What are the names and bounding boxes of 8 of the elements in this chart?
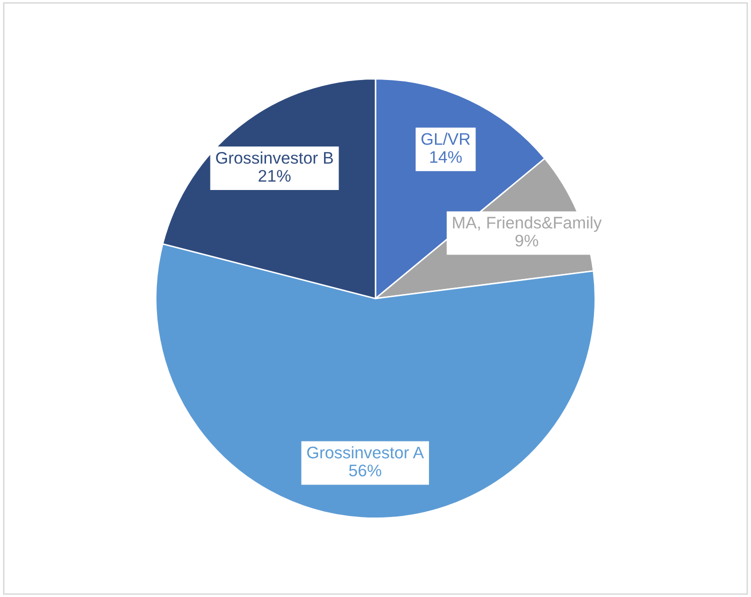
slice-label: MA, Friends&Family [453, 216, 602, 232]
data-label: 14% [430, 151, 462, 163]
data-label: 56% [349, 464, 382, 476]
slice-label: Grossinvestor A [307, 446, 424, 458]
data-label: 9% [515, 234, 538, 247]
slice-label: GL/VR [421, 132, 470, 145]
slice-label: Grossinvestor B [216, 152, 333, 164]
data-label: 21% [258, 170, 291, 182]
